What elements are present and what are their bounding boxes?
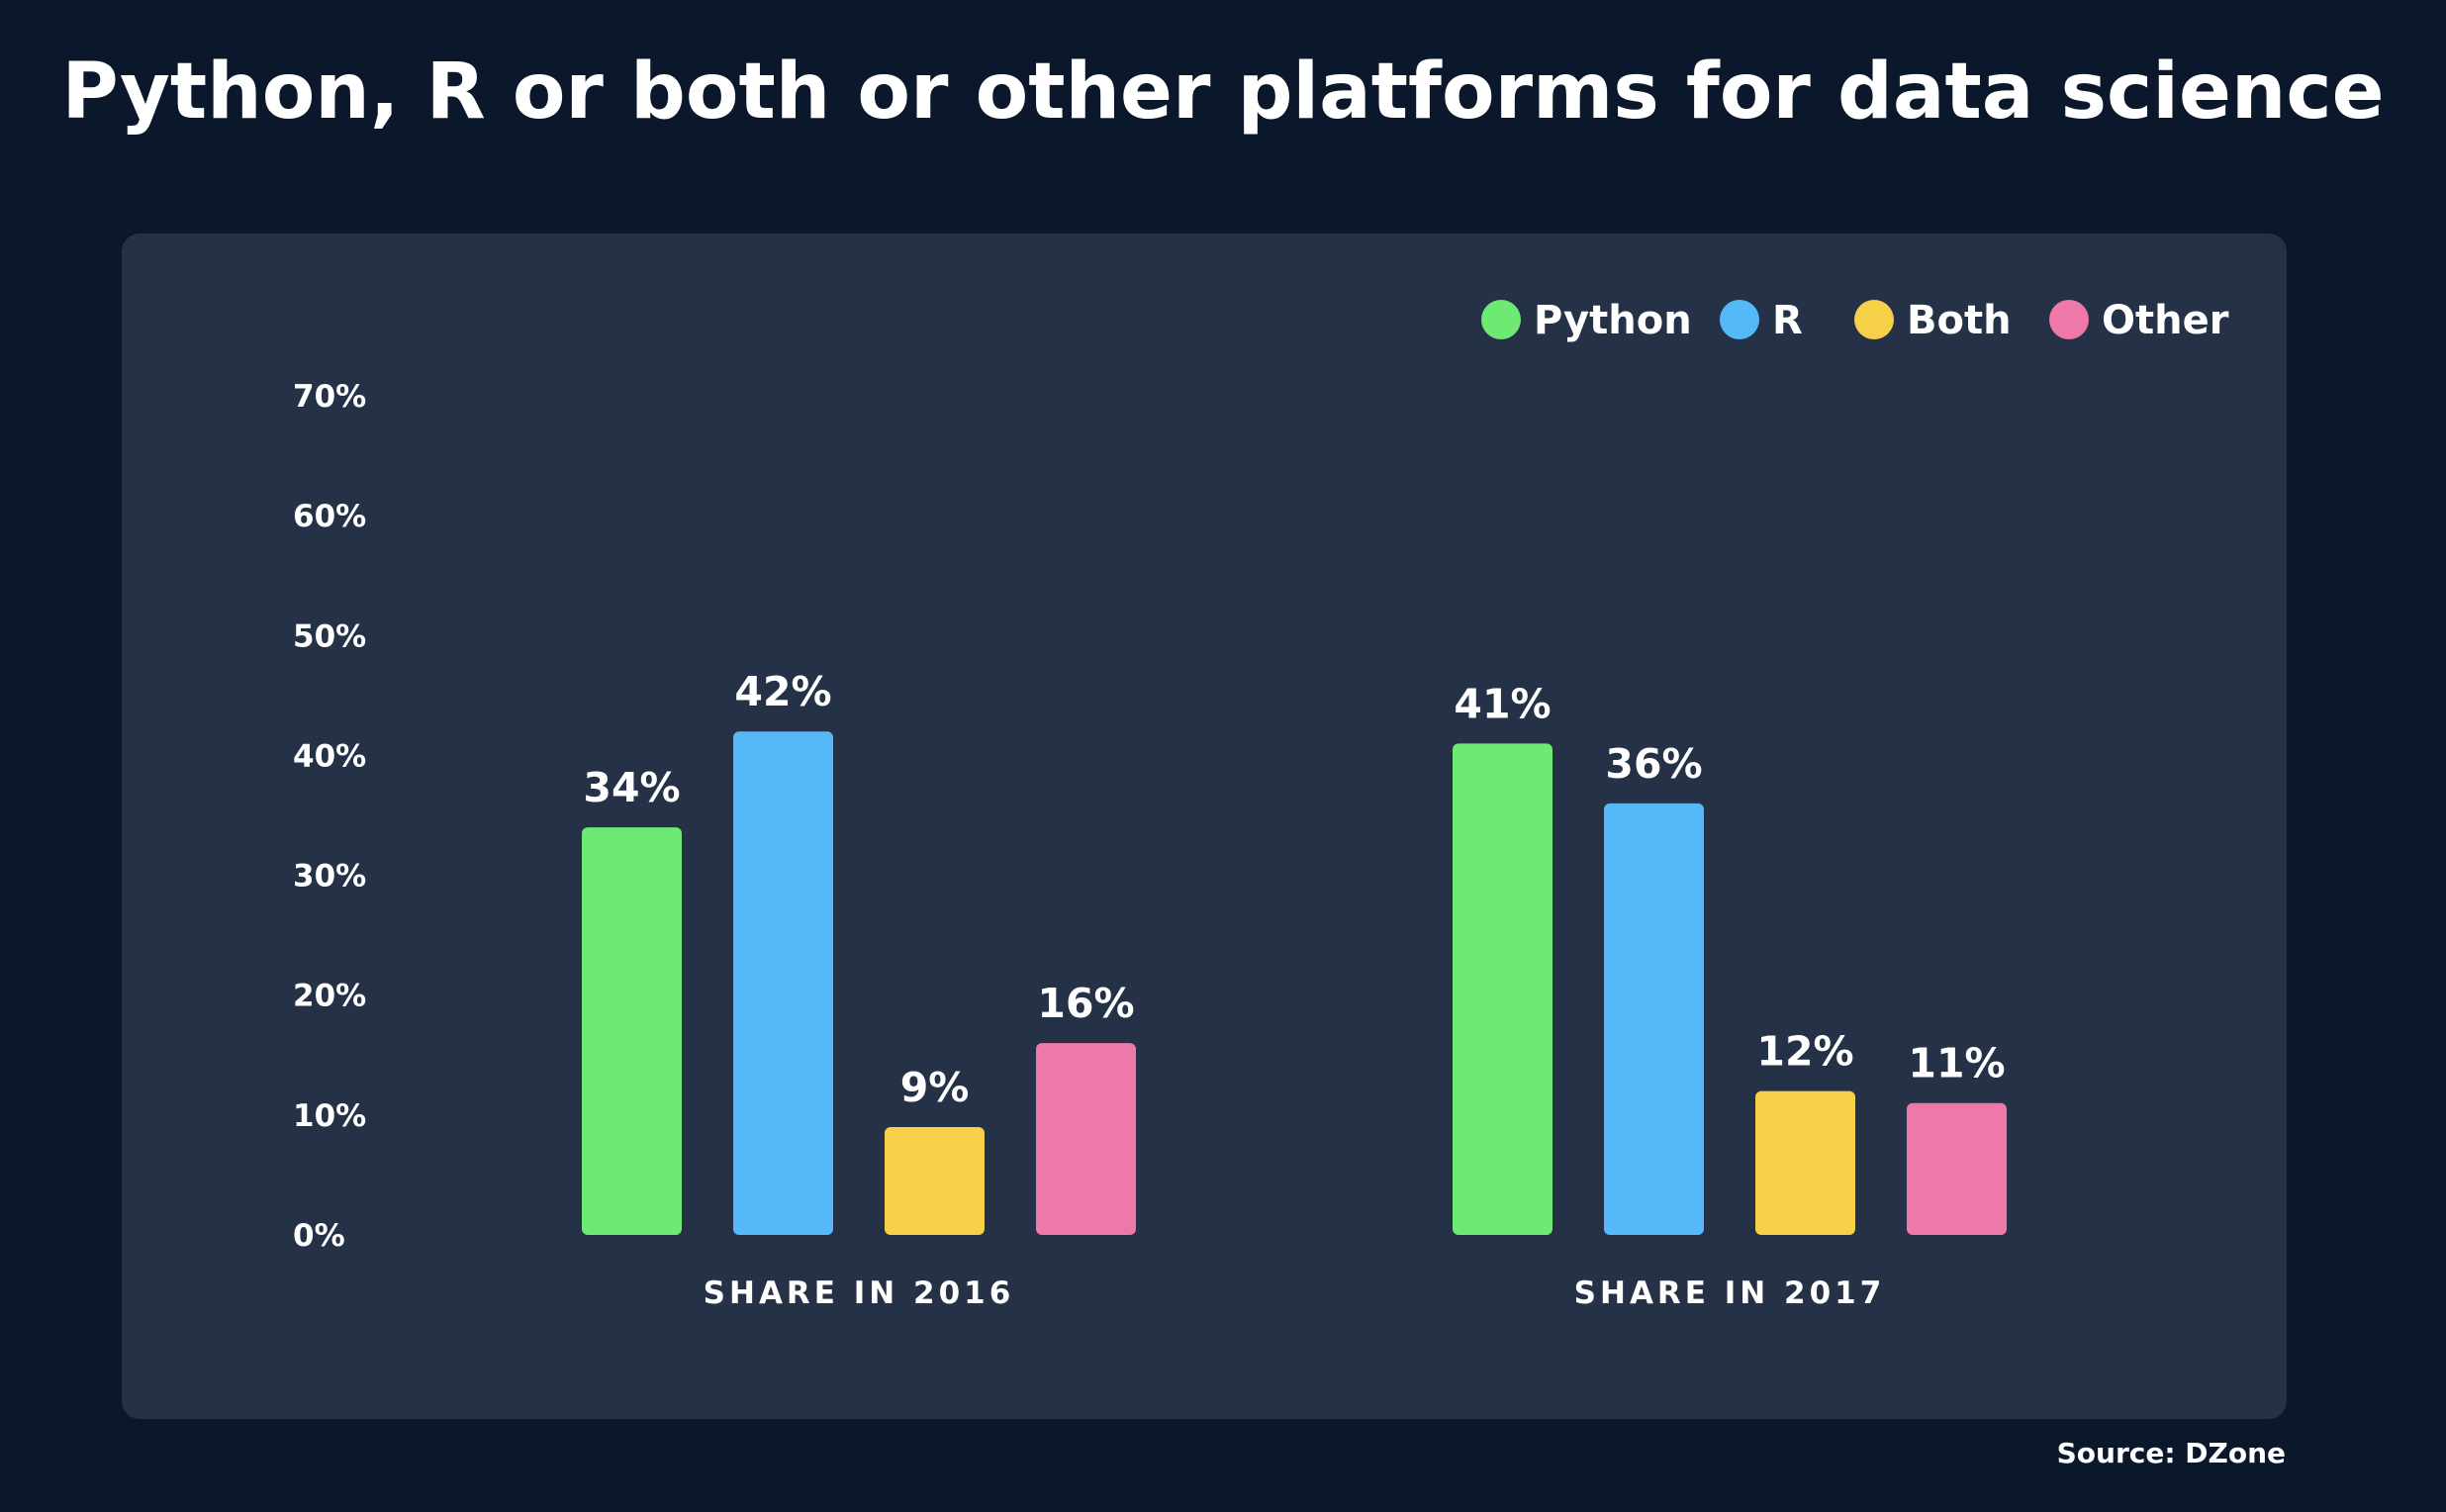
y-tick-label: 30% xyxy=(293,859,366,895)
value-label: 36% xyxy=(1605,740,1702,788)
legend-label: Other xyxy=(2102,298,2229,343)
bar-r-2 xyxy=(1604,803,1704,1235)
legend-swatch-other xyxy=(2049,300,2089,339)
y-tick-label: 60% xyxy=(293,499,366,534)
legend-swatch-both xyxy=(1854,300,1894,339)
value-label: 34% xyxy=(583,764,680,811)
value-label: 41% xyxy=(1454,680,1551,727)
bar-other-1 xyxy=(1036,1043,1136,1235)
bars xyxy=(582,731,2007,1235)
value-label: 12% xyxy=(1756,1028,1853,1076)
legend-swatch-python xyxy=(1481,300,1521,339)
bar-python-2 xyxy=(1453,743,1552,1235)
group-label: SHARE IN 2016 xyxy=(704,1276,1015,1311)
legend-label: R xyxy=(1772,298,1803,343)
bar-both-2 xyxy=(1755,1090,1855,1235)
bar-python-1 xyxy=(582,827,682,1235)
chart-title: Python, R or both or other platforms for… xyxy=(61,47,2385,137)
y-tick-label: 0% xyxy=(293,1218,345,1254)
source-note: Source: DZone xyxy=(2056,1437,2286,1469)
value-labels: 34% 42% 9% 16% 41% 36% 12% 11% xyxy=(583,668,2005,1111)
y-tick-label: 10% xyxy=(293,1098,366,1134)
y-axis: 0% 10% 20% 30% 40% 50% 60% 70% xyxy=(293,379,366,1254)
legend-swatch-r xyxy=(1720,300,1759,339)
legend: Python R Both Other xyxy=(1481,298,2229,343)
bar-both-1 xyxy=(885,1126,985,1235)
value-label: 11% xyxy=(1908,1040,2005,1087)
y-tick-label: 70% xyxy=(293,379,366,415)
y-tick-label: 20% xyxy=(293,979,366,1014)
bar-other-2 xyxy=(1907,1102,2007,1235)
bar-r-1 xyxy=(733,731,833,1235)
value-label: 42% xyxy=(734,668,831,715)
value-label: 9% xyxy=(900,1064,970,1111)
group-label: SHARE IN 2017 xyxy=(1574,1276,1886,1311)
group-labels: SHARE IN 2016 SHARE IN 2017 xyxy=(704,1276,1886,1311)
legend-label: Python xyxy=(1534,298,1692,343)
value-label: 16% xyxy=(1037,980,1134,1027)
legend-label: Both xyxy=(1907,298,2012,343)
y-tick-label: 50% xyxy=(293,618,366,654)
y-tick-label: 40% xyxy=(293,738,366,774)
